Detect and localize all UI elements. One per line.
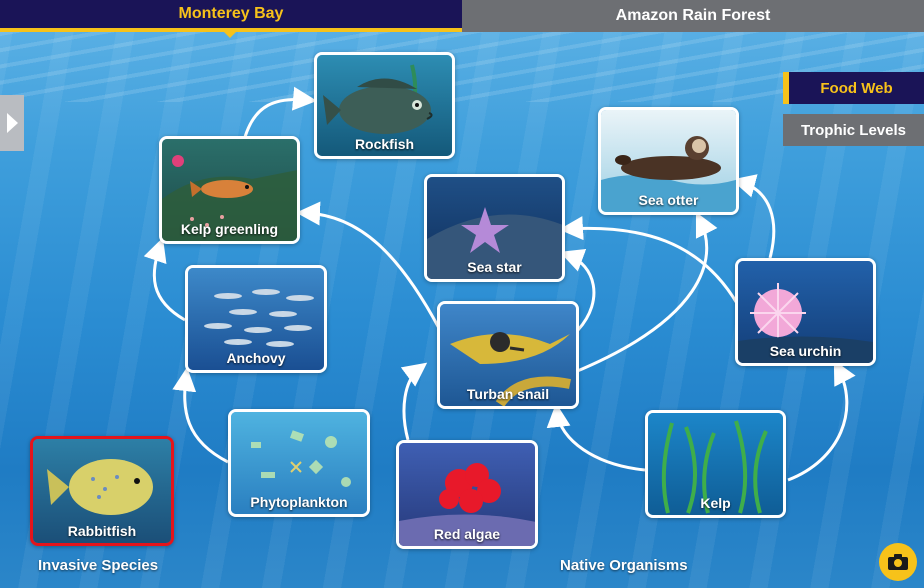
kelp-greenling-illustration	[162, 155, 297, 241]
section-label-invasive: Invasive Species	[38, 557, 159, 574]
anchovy-illustration	[204, 289, 314, 347]
sea-otter-illustration	[601, 136, 736, 212]
organism-card-turban-snail[interactable]: Turban snail	[437, 301, 579, 409]
organism-card-sea-otter[interactable]: Sea otter	[598, 107, 739, 215]
rabbitfish-illustration	[47, 459, 153, 515]
chevron-right-icon	[6, 113, 18, 133]
organism-label: Anchovy	[226, 350, 286, 366]
kelp-illustration	[661, 420, 768, 514]
arrow-urchin-otter	[731, 174, 776, 259]
organism-label: Sea urchin	[769, 343, 842, 359]
organism-card-rockfish[interactable]: Rockfish	[314, 52, 455, 159]
organism-label: Turban snail	[466, 386, 550, 402]
organism-card-red-algae[interactable]: Red algae	[396, 440, 538, 549]
arrow-redalgae-snail	[400, 362, 428, 441]
arrow-snail-otter	[574, 211, 718, 374]
rockfish-illustration	[323, 64, 433, 134]
arrow-anchovy-greenling	[143, 237, 186, 322]
organism-label: Red algae	[433, 526, 501, 542]
organism-card-phytoplankton[interactable]: Phytoplankton	[228, 409, 370, 517]
sea-star-illustration	[427, 207, 562, 279]
organism-card-kelp[interactable]: Kelp	[645, 410, 786, 518]
ecosystem-tabs: Monterey Bay Amazon Rain Forest	[0, 0, 924, 38]
organism-card-sea-urchin[interactable]: Sea urchin	[735, 258, 876, 366]
organism-card-sea-star[interactable]: Sea star	[424, 174, 565, 282]
camera-icon	[888, 554, 908, 570]
organism-card-rabbitfish[interactable]: Rabbitfish	[30, 436, 174, 546]
turban-snail-illustration	[450, 332, 571, 406]
arrow-snail-seastar	[559, 248, 596, 332]
arrow-urchin-seastar	[559, 216, 740, 306]
water-surface	[0, 32, 924, 102]
arrow-phyto-anchovy	[172, 367, 229, 464]
sea-urchin-illustration	[738, 283, 873, 363]
side-panel-toggle[interactable]	[0, 95, 24, 151]
phytoplankton-illustration	[251, 430, 351, 487]
organism-label: Sea star	[467, 259, 522, 275]
organism-label: Kelp	[700, 495, 731, 511]
organism-label: Rockfish	[354, 136, 415, 152]
camera-button[interactable]	[879, 543, 917, 581]
arrow-greenling-rockfish	[243, 86, 317, 138]
organism-label: Rabbitfish	[67, 523, 137, 539]
organism-label: Kelp greenling	[180, 221, 279, 237]
organism-label: Phytoplankton	[250, 494, 348, 510]
trophic-levels-button[interactable]: Trophic Levels	[783, 114, 924, 146]
tab-monterey-bay[interactable]: Monterey Bay	[0, 0, 462, 38]
tab-amazon-rain-forest[interactable]: Amazon Rain Forest	[462, 0, 924, 32]
arrow-kelp-urchin	[787, 360, 856, 482]
section-label-native: Native Organisms	[560, 557, 688, 574]
food-web-button[interactable]: Food Web	[783, 72, 924, 104]
organism-label: Sea otter	[638, 192, 699, 208]
arrow-snail-greenling	[296, 201, 442, 331]
arrow-kelp-snail	[546, 403, 646, 472]
red-algae-illustration	[399, 463, 535, 546]
organism-card-kelp-greenling[interactable]: Kelp greenling	[159, 136, 300, 244]
organism-card-anchovy[interactable]: Anchovy	[185, 265, 327, 373]
